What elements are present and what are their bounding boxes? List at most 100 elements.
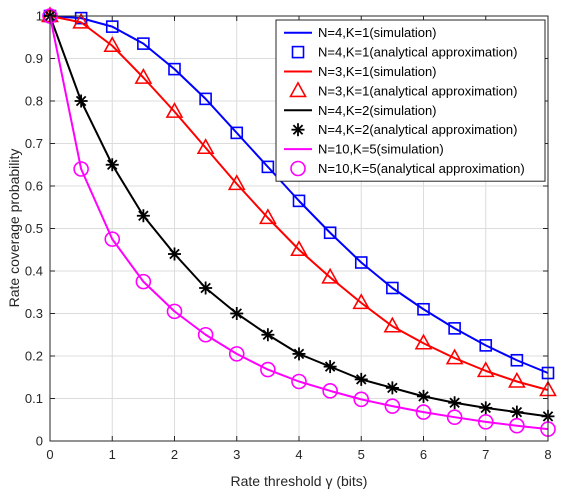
marker-asterisk-stroke [324, 361, 336, 372]
marker-asterisk [417, 389, 430, 403]
legend-label: N=4,K=2(simulation) [318, 103, 437, 118]
marker-asterisk [199, 281, 213, 295]
marker-asterisk [510, 405, 524, 419]
series-7 [49, 15, 549, 431]
series-1 [49, 15, 549, 374]
y-tick-label: 0.3 [25, 306, 43, 321]
x-tick-label: 3 [233, 447, 240, 462]
marker-triangle [414, 333, 433, 350]
y-axis-label: Rate coverage probability [6, 149, 22, 308]
legend-item: N=10,K=5(analytical approximation) [290, 160, 525, 177]
marker-triangle [227, 174, 246, 191]
marker-asterisk [292, 347, 306, 361]
y-tick-label: 0.8 [25, 94, 43, 109]
marker-circle [384, 398, 401, 414]
marker-triangle [289, 81, 307, 98]
marker-circle [322, 383, 338, 399]
legend-label: N=3,K=1(simulation) [318, 64, 437, 79]
marker-triangle [103, 36, 122, 53]
marker-square [261, 160, 275, 174]
y-tick-label: 0.2 [25, 349, 43, 364]
marker-asterisk-stroke [356, 374, 367, 385]
x-tick-label: 1 [109, 447, 116, 462]
axis-ticks: 0 1 2 3 4 5 6 7 8 0 0.1 0.2 0.3 0.4 0.5 0.6 0.7 0.8 0.9 1 [25, 9, 552, 463]
legend-label: N=10,K=5(simulation) [318, 142, 444, 157]
marker-circle [477, 414, 494, 430]
series-6 [43, 9, 555, 423]
marker-circle [104, 231, 121, 247]
marker-asterisk-stroke [449, 397, 460, 408]
marker-asterisk [136, 209, 150, 223]
marker-circle [509, 417, 525, 434]
legend-label: N=10,K=5(analytical approximation) [318, 161, 525, 176]
legend-item: N=3,K=1(analytical approximation) [289, 81, 517, 98]
series-line [49, 15, 549, 431]
marker-asterisk-stroke [511, 406, 523, 418]
y-tick-label: 0.9 [25, 51, 43, 66]
series-3 [49, 15, 549, 391]
y-tick-label: 0.7 [25, 136, 43, 151]
legend-item: N=10,K=5(simulation) [284, 142, 444, 157]
marker-asterisk-stroke [418, 391, 429, 402]
marker-asterisk-stroke [480, 402, 491, 414]
marker-square [323, 226, 337, 240]
marker-square [417, 302, 430, 316]
marker-circle [135, 273, 152, 290]
marker-asterisk-stroke [138, 210, 149, 221]
marker-triangle [476, 361, 495, 378]
marker-square [168, 62, 181, 76]
marker-asterisk [323, 360, 337, 374]
marker-circle [228, 346, 245, 362]
marker-asterisk-stroke [169, 248, 180, 260]
x-tick-label: 6 [420, 447, 427, 462]
marker-triangle [508, 371, 526, 388]
marker-asterisk-stroke [200, 282, 211, 294]
legend-label: N=4,K=1(simulation) [318, 25, 437, 40]
marker-asterisk-stroke [293, 348, 305, 360]
legend-item: N=4,K=2(simulation) [284, 103, 437, 118]
legend: N=4,K=1(simulation) N=4,K=1(analytical ap… [275, 19, 546, 182]
marker-triangle [196, 138, 215, 155]
legend-item: N=4,K=2(analytical approximation) [291, 122, 517, 137]
y-tick-label: 0.5 [25, 221, 43, 236]
marker-square [199, 92, 212, 106]
y-tick-label: 0 [36, 434, 43, 449]
marker-square [292, 194, 306, 208]
marker-asterisk-stroke [231, 308, 242, 319]
marker-asterisk-stroke [262, 329, 274, 340]
y-tick-label: 0.4 [25, 264, 43, 279]
marker-circle [353, 391, 370, 408]
x-axis-label: Rate threshold γ (bits) [231, 473, 368, 489]
y-tick-label: 0.1 [25, 391, 43, 406]
marker-asterisk [74, 94, 88, 108]
x-tick-label: 5 [358, 447, 365, 462]
marker-triangle [290, 240, 308, 257]
marker-asterisk [385, 381, 399, 395]
marker-circle [415, 404, 432, 420]
series-2 [43, 9, 555, 380]
series-line [49, 15, 549, 374]
legend-item: N=4,K=1(simulation) [284, 25, 437, 40]
legend-item: N=4,K=1(analytical approximation) [291, 45, 517, 60]
marker-square [354, 256, 368, 269]
marker-triangle [445, 348, 464, 365]
marker-triangle [165, 101, 184, 118]
marker-square [105, 20, 119, 33]
marker-circle [260, 361, 276, 378]
marker-asterisk-stroke [387, 382, 398, 394]
marker-circle [291, 373, 307, 390]
marker-square [386, 281, 399, 295]
marker-triangle [72, 12, 90, 29]
x-tick-label: 2 [171, 447, 178, 462]
marker-asterisk-stroke [75, 95, 87, 107]
marker-asterisk [230, 307, 244, 320]
x-tick-label: 4 [295, 447, 302, 462]
x-tick-label: 7 [482, 447, 489, 462]
marker-triangle [383, 316, 402, 333]
marker-square [479, 339, 493, 352]
marker-circle [197, 326, 214, 343]
series-8 [42, 8, 556, 437]
legend-item: N=3,K=1(simulation) [284, 64, 437, 79]
legend-box [275, 19, 546, 182]
